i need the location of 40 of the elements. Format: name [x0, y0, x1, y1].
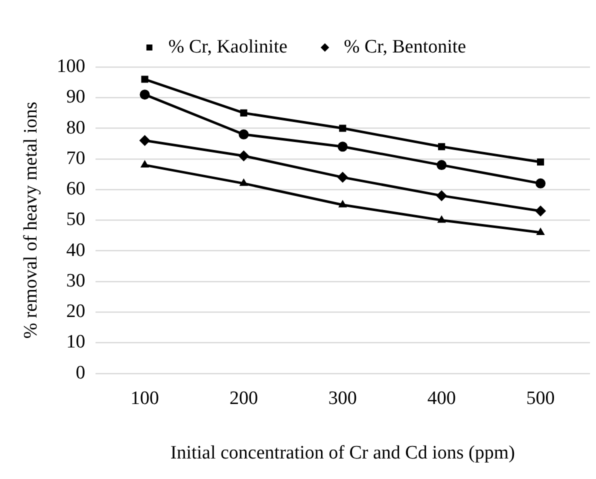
x-tick-label: 400 [427, 388, 456, 409]
y-tick-label: 30 [66, 270, 86, 292]
point [535, 206, 546, 217]
x-tick-label: 500 [526, 388, 555, 409]
point [438, 143, 446, 150]
y-tick-label: 20 [66, 301, 86, 322]
point [536, 227, 545, 235]
point [238, 150, 250, 162]
point [238, 129, 249, 140]
point [239, 178, 248, 186]
point [436, 190, 448, 202]
legend-label: % Cr, Kaolinite [168, 36, 288, 58]
y-tick-label: 90 [66, 86, 86, 108]
point [140, 160, 150, 168]
point [339, 124, 346, 132]
y-tick-label: 60 [66, 178, 86, 200]
x-tick-label: 200 [229, 388, 258, 409]
point [338, 142, 348, 152]
y-tick-label: 100 [56, 56, 86, 77]
point [437, 215, 446, 223]
y-tick-label: 50 [66, 209, 86, 230]
y-tick-label: 0 [76, 362, 86, 384]
y-tick-label: 80 [66, 117, 86, 138]
x-axis-title: Initial concentration of Cr and Cd ions (ppm) [170, 442, 515, 464]
point [536, 158, 544, 166]
point [337, 172, 348, 183]
point [141, 76, 148, 83]
y-tick-label: 40 [66, 240, 86, 261]
point [140, 90, 150, 100]
point [536, 178, 546, 188]
point [338, 200, 347, 208]
point [240, 109, 248, 116]
legend-label: % Cr, Bentonite [344, 36, 466, 58]
y-tick-label: 10 [66, 332, 86, 353]
x-tick-label: 300 [328, 388, 357, 409]
point [436, 160, 447, 170]
y-tick-label: 70 [66, 148, 86, 169]
x-tick-label: 100 [130, 388, 160, 409]
y-axis-title: % removal of heavy metal ions [20, 102, 42, 339]
point [139, 135, 150, 146]
